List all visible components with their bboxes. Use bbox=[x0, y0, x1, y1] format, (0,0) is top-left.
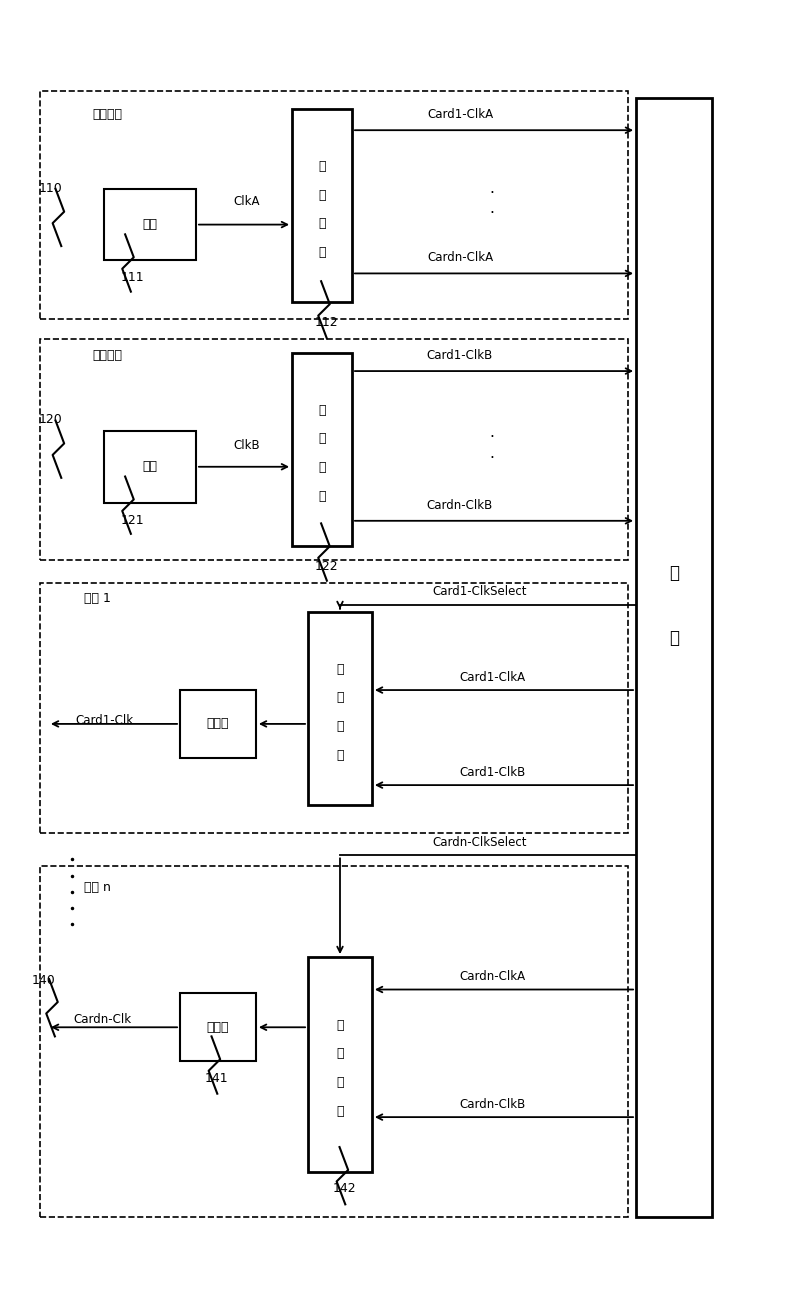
Text: Cardn-Clk: Cardn-Clk bbox=[74, 1013, 131, 1026]
Text: 时: 时 bbox=[318, 404, 326, 417]
Text: 142: 142 bbox=[332, 1182, 356, 1195]
Text: 时钟系统: 时钟系统 bbox=[92, 349, 122, 362]
Bar bbox=[104, 189, 196, 260]
Text: 钟: 钟 bbox=[336, 1048, 344, 1060]
Text: .: . bbox=[490, 424, 494, 440]
Text: 140: 140 bbox=[32, 974, 56, 987]
Text: 板: 板 bbox=[670, 629, 679, 647]
Text: 驱: 驱 bbox=[318, 461, 326, 474]
Text: 择: 择 bbox=[336, 1105, 344, 1117]
Text: Cardn-ClkB: Cardn-ClkB bbox=[427, 499, 493, 512]
Text: 120: 120 bbox=[38, 413, 62, 426]
Text: 单板 1: 单板 1 bbox=[84, 592, 111, 605]
Text: 择: 择 bbox=[336, 749, 344, 762]
Text: 141: 141 bbox=[204, 1072, 228, 1085]
Bar bbox=[308, 957, 372, 1172]
Text: 122: 122 bbox=[314, 560, 338, 573]
Text: 单板 n: 单板 n bbox=[84, 881, 111, 894]
Text: Card1-Clk: Card1-Clk bbox=[75, 713, 133, 727]
Text: 驱: 驱 bbox=[318, 217, 326, 230]
Text: 111: 111 bbox=[120, 271, 144, 284]
Text: 钟: 钟 bbox=[318, 189, 326, 202]
Bar bbox=[104, 431, 196, 503]
Bar bbox=[292, 353, 352, 546]
Bar bbox=[40, 583, 628, 833]
Text: .: . bbox=[490, 445, 494, 461]
Bar bbox=[40, 866, 628, 1217]
Bar bbox=[40, 91, 628, 319]
Text: 钟: 钟 bbox=[318, 432, 326, 445]
Text: 背: 背 bbox=[670, 564, 679, 582]
Text: ClkB: ClkB bbox=[233, 439, 260, 452]
Text: .: . bbox=[490, 201, 494, 216]
Bar bbox=[180, 690, 256, 758]
Text: 钟: 钟 bbox=[336, 691, 344, 704]
Text: 锁相环: 锁相环 bbox=[206, 717, 230, 730]
Text: Cardn-ClkA: Cardn-ClkA bbox=[459, 970, 525, 983]
Text: Card1-ClkB: Card1-ClkB bbox=[459, 766, 525, 779]
Text: Card1-ClkA: Card1-ClkA bbox=[427, 108, 493, 121]
Text: Cardn-ClkSelect: Cardn-ClkSelect bbox=[433, 836, 527, 849]
Bar bbox=[636, 98, 712, 1217]
Text: 121: 121 bbox=[120, 514, 144, 527]
Text: 110: 110 bbox=[38, 182, 62, 195]
Text: 晶振: 晶振 bbox=[142, 461, 158, 473]
Text: 动: 动 bbox=[318, 490, 326, 503]
Text: ClkA: ClkA bbox=[233, 195, 260, 208]
Bar bbox=[40, 339, 628, 560]
Text: 时: 时 bbox=[336, 1019, 344, 1031]
Text: 112: 112 bbox=[314, 316, 338, 329]
Text: Card1-ClkSelect: Card1-ClkSelect bbox=[433, 585, 527, 598]
Bar bbox=[308, 612, 372, 805]
Text: 锁相环: 锁相环 bbox=[206, 1021, 230, 1034]
Text: 时: 时 bbox=[318, 160, 326, 173]
Bar bbox=[180, 993, 256, 1061]
Text: 选: 选 bbox=[336, 720, 344, 733]
Text: 晶振: 晶振 bbox=[142, 219, 158, 230]
Text: 选: 选 bbox=[336, 1077, 344, 1088]
Text: .: . bbox=[490, 181, 494, 197]
Text: Cardn-ClkA: Cardn-ClkA bbox=[427, 251, 493, 264]
Bar bbox=[292, 109, 352, 302]
Text: Card1-ClkB: Card1-ClkB bbox=[427, 349, 493, 362]
Text: Cardn-ClkB: Cardn-ClkB bbox=[459, 1098, 525, 1111]
Text: 动: 动 bbox=[318, 246, 326, 259]
Text: 时: 时 bbox=[336, 663, 344, 676]
Text: Card1-ClkA: Card1-ClkA bbox=[459, 671, 525, 684]
Text: 时钟系统: 时钟系统 bbox=[92, 108, 122, 121]
